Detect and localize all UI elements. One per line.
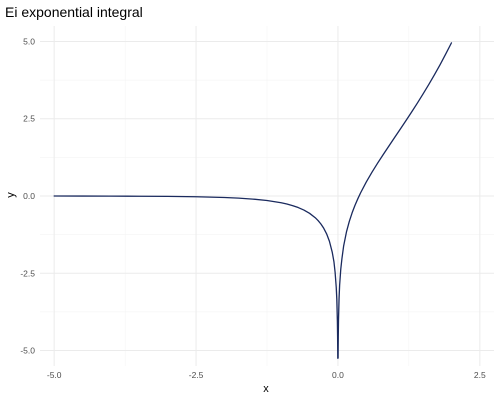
y-tick-label: -5.0 xyxy=(20,346,35,356)
x-tick-label: 2.5 xyxy=(474,370,486,380)
series-layer xyxy=(53,42,453,359)
series-line xyxy=(53,42,453,359)
y-tick-label: 0.0 xyxy=(23,191,35,201)
y-tick-label: -2.5 xyxy=(20,268,35,278)
y-tick-label: 2.5 xyxy=(23,114,35,124)
tick-labels: -5.0 -2.5 0.0 2.5 -5.0 -2.5 0.0 2.5 5.0 xyxy=(20,36,486,380)
x-tick-label: -5.0 xyxy=(47,370,62,380)
y-tick-label: 5.0 xyxy=(23,36,35,46)
chart-title: Ei exponential integral xyxy=(5,4,143,20)
x-axis-label: x xyxy=(263,383,269,395)
x-tick-label: -2.5 xyxy=(189,370,204,380)
y-axis-label: y xyxy=(5,192,17,198)
x-tick-label: 0.0 xyxy=(332,370,344,380)
